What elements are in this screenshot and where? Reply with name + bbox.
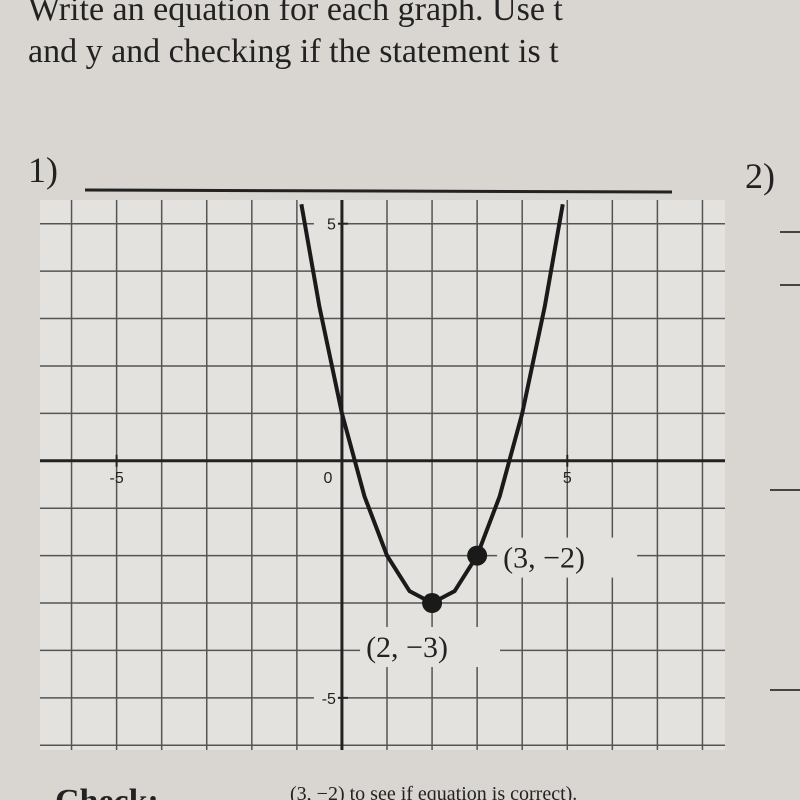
answer-line [84, 188, 673, 194]
y-tick-label: 5 [327, 217, 336, 234]
label-bg [497, 537, 638, 578]
grid-paper [40, 200, 725, 750]
y-tick-label: -5 [322, 691, 336, 708]
check-text: (3, −2) to see if equation is correct). [290, 783, 577, 800]
x-tick-label: -5 [109, 470, 123, 487]
point-label: (2, −3) [366, 631, 448, 664]
problem-number: 2) [745, 156, 775, 196]
origin-label: 0 [323, 470, 332, 487]
problem-number: 1) [28, 150, 58, 190]
x-tick-label: 5 [563, 470, 572, 487]
graph: 0 -5 5 -5 5 (2, −3) (3, −2) [40, 200, 725, 750]
instruction-line-1: Write an equation for each graph. Use t [28, 0, 563, 28]
label-bg [313, 214, 338, 233]
point-label: (3, −2) [503, 542, 585, 575]
point [422, 593, 443, 614]
label-bg [313, 688, 338, 707]
point [467, 545, 488, 566]
instruction-line-2: and y and checking if the statement is t [28, 33, 559, 70]
label-bg [360, 627, 501, 668]
check-label: Check: [55, 783, 159, 800]
